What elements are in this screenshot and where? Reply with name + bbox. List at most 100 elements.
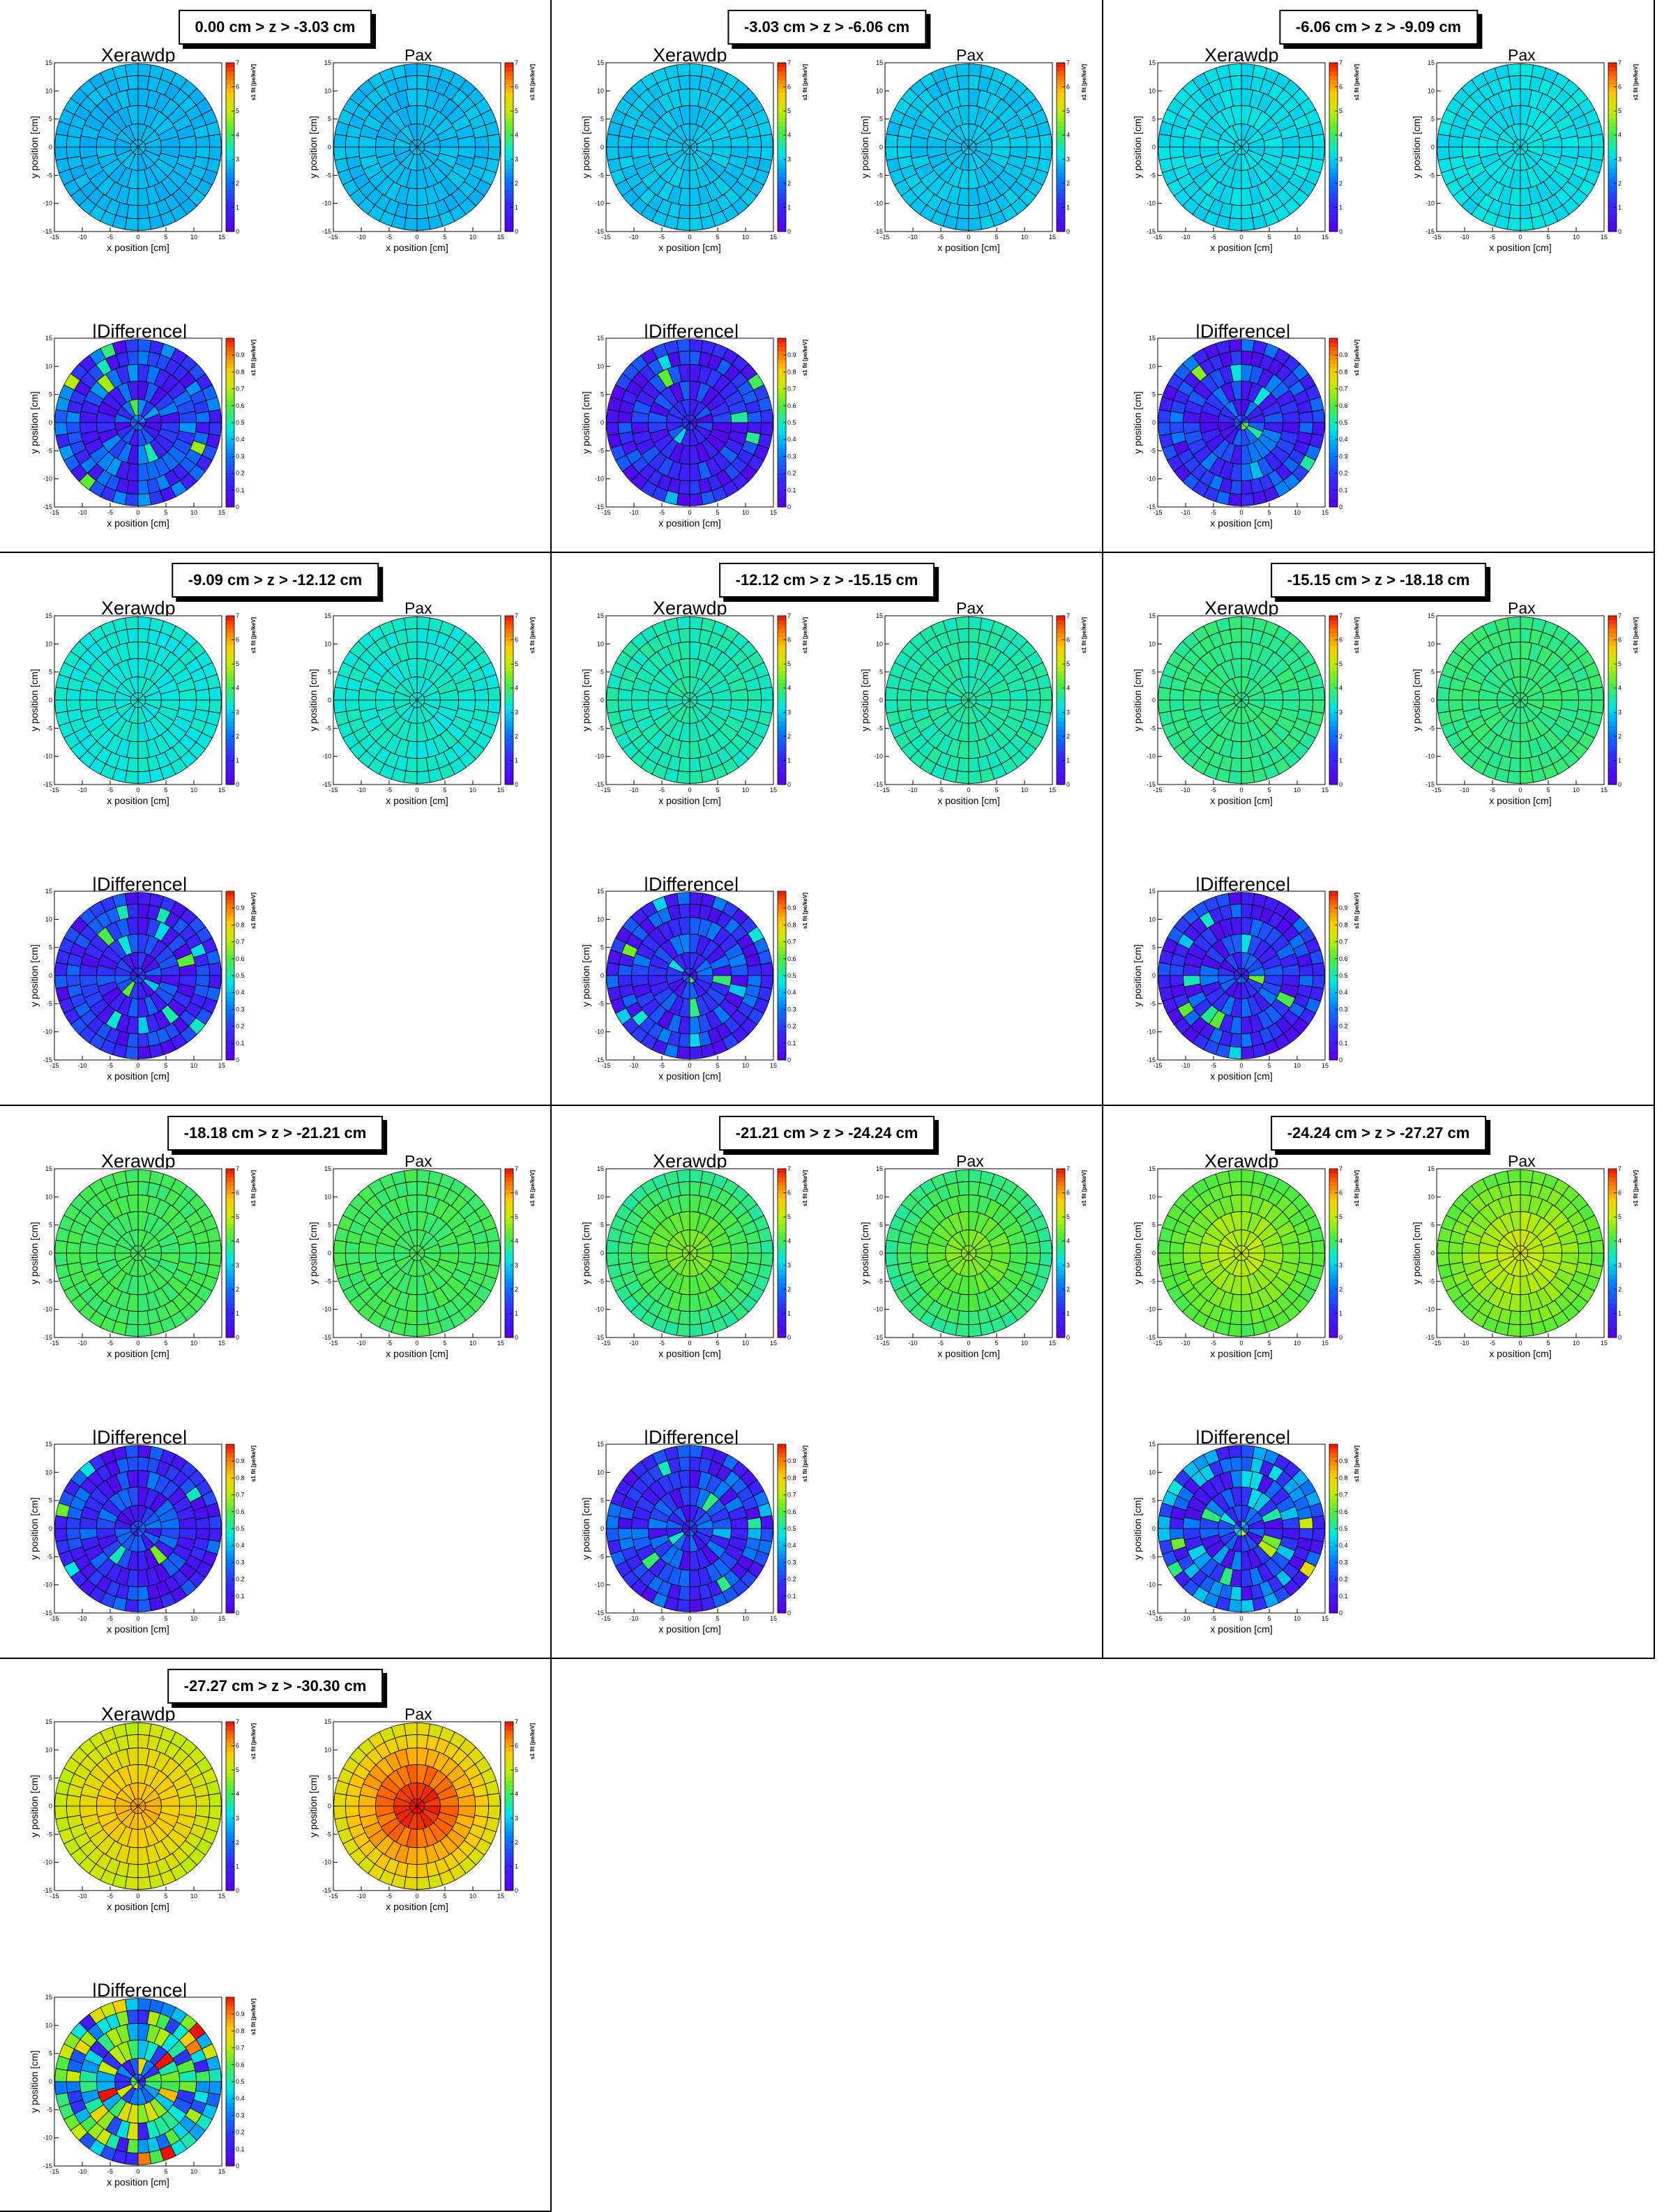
heatmap-bin — [54, 686, 68, 701]
z-tick-label: 0.9 — [1339, 904, 1348, 911]
y-tick-label: 15 — [45, 1441, 52, 1448]
z-tick-label: 0.8 — [236, 368, 245, 375]
y-tick-label: -10 — [43, 1582, 52, 1589]
y-axis-label: y position [cm] — [1411, 669, 1422, 731]
z-tick-label: 6 — [515, 637, 518, 644]
x-tick-label: -10 — [77, 1062, 86, 1069]
z-tick-label: 0.4 — [787, 989, 796, 996]
x-tick-label: 5 — [443, 787, 446, 794]
z-tick-label: 0.6 — [787, 955, 796, 962]
heatmap-bin — [195, 422, 211, 434]
x-tick-label: 5 — [164, 787, 167, 794]
heatmap-bin — [137, 892, 152, 906]
x-tick-label: 5 — [995, 1340, 998, 1347]
z-tick-label: 7 — [1066, 59, 1070, 66]
z-tick-label: 3 — [787, 709, 791, 715]
x-tick-label: -15 — [1153, 509, 1162, 516]
z-slice-cell: -3.03 cm > z > -6.06 cm Xerawdp Pax |Differ… — [552, 0, 1103, 553]
x-tick-label: 15 — [770, 1062, 777, 1069]
heatmap-bin — [1227, 1045, 1242, 1059]
x-tick-label: 0 — [1518, 787, 1522, 794]
heatmap-bin — [759, 1239, 773, 1254]
heatmap-bin — [1520, 1169, 1534, 1183]
z-tick-label: 5 — [515, 107, 518, 114]
heatmap-bin — [606, 1252, 620, 1267]
heatmap-bin — [689, 1445, 704, 1459]
z-tick-label: 1 — [1339, 1310, 1343, 1317]
y-tick-label: 10 — [324, 1193, 331, 1200]
y-tick-label: 0 — [328, 1250, 331, 1257]
x-tick-label: 15 — [770, 1615, 777, 1622]
z-tick-label: 7 — [1339, 59, 1343, 66]
heatmap-bin — [968, 63, 983, 77]
z-tick-label: 1 — [787, 204, 791, 211]
y-tick-label: 5 — [600, 944, 604, 951]
heatmap-bin — [487, 699, 501, 714]
y-tick-label: -10 — [1147, 476, 1156, 483]
heatmap-bin — [676, 339, 690, 353]
z-tick-label: 2 — [1339, 733, 1343, 740]
z-tick-label: 0.6 — [1339, 402, 1348, 409]
z-range-label: -15.15 cm > z > -18.18 cm — [1270, 563, 1487, 598]
z-tick-label: 0.3 — [236, 1559, 245, 1566]
heatmap-bin — [617, 1241, 633, 1254]
heatmap-bin — [896, 135, 912, 148]
x-tick-label: -10 — [77, 234, 86, 241]
heatmap-bin — [1230, 1310, 1242, 1326]
x-tick-label: -15 — [1153, 787, 1162, 794]
z-tick-label: 5 — [236, 1213, 239, 1220]
heatmap-bin — [124, 492, 139, 506]
z-axis-label: s1 fit [pe/keV] — [1081, 617, 1087, 653]
z-tick-label: 5 — [515, 660, 518, 667]
heatmap-bin — [1227, 616, 1242, 630]
heatmap-bin — [617, 688, 633, 701]
y-tick-label: -15 — [595, 1609, 604, 1616]
x-tick-label: -15 — [601, 234, 610, 241]
y-tick-label: -10 — [1147, 200, 1156, 207]
y-tick-label: -10 — [43, 1029, 52, 1036]
y-axis-label: y position [cm] — [580, 669, 591, 731]
x-tick-label: -10 — [1460, 234, 1469, 241]
heatmap-bin — [474, 146, 490, 159]
heatmap-bin — [1169, 411, 1184, 423]
heatmap-bin — [1311, 1252, 1325, 1267]
z-tick-label: 2 — [1066, 1286, 1070, 1293]
z-tick-label: 0 — [1339, 503, 1343, 510]
heatmap-bin — [606, 962, 620, 976]
heatmap-bin — [137, 1445, 152, 1459]
heatmap-bin — [208, 1252, 222, 1267]
y-tick-label: -5 — [877, 1278, 883, 1285]
y-tick-label: 15 — [1149, 612, 1156, 619]
z-tick-label: 7 — [515, 1165, 518, 1172]
y-tick-label: -10 — [322, 1306, 331, 1313]
x-tick-label: 0 — [136, 1340, 139, 1347]
y-tick-label: -15 — [595, 228, 604, 235]
y-tick-label: 10 — [1149, 640, 1156, 647]
z-tick-label: 0.7 — [787, 1492, 796, 1499]
z-tick-label: 6 — [1066, 637, 1070, 644]
heatmap-bin — [1241, 1323, 1255, 1337]
heatmap-bin — [1590, 133, 1604, 148]
y-tick-label: 15 — [45, 1165, 52, 1172]
heatmap-bin — [1506, 217, 1521, 231]
color-bar — [1608, 615, 1617, 785]
heatmap-bin — [896, 688, 912, 701]
z-axis-label: s1 fit [pe/keV] — [802, 1170, 808, 1206]
heatmap-bin — [137, 1456, 150, 1471]
y-tick-label: -5 — [47, 1000, 52, 1007]
y-tick-label: -5 — [598, 447, 604, 454]
z-tick-label: 0.3 — [1339, 453, 1348, 460]
z-tick-label: 6 — [1339, 1190, 1343, 1197]
z-tick-label: 0.1 — [1339, 1040, 1348, 1047]
y-axis-label: y position [cm] — [29, 1222, 40, 1284]
heatmap-bin — [1158, 409, 1172, 423]
heatmap-bin — [689, 628, 702, 643]
heatmap-bin — [606, 1239, 620, 1254]
heatmap-bin — [968, 1181, 981, 1196]
x-tick-label: 0 — [136, 1615, 139, 1622]
heatmap-bin — [1158, 686, 1172, 701]
z-tick-label: 3 — [515, 156, 518, 162]
x-tick-label: 10 — [469, 234, 476, 241]
heatmap-bin — [1038, 1252, 1052, 1267]
